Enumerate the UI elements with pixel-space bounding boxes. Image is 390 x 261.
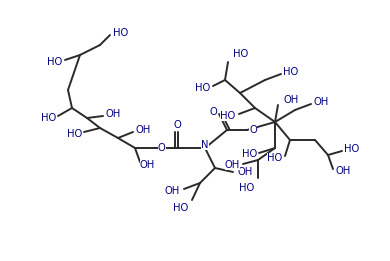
Text: HO: HO	[195, 83, 210, 93]
Text: HO: HO	[239, 183, 254, 193]
Text: HO: HO	[173, 203, 188, 213]
Text: HO: HO	[283, 67, 298, 77]
Text: HO: HO	[220, 111, 235, 121]
Text: HO: HO	[233, 49, 248, 59]
Text: OH: OH	[313, 97, 328, 107]
Text: OH: OH	[165, 186, 180, 196]
Text: O: O	[158, 143, 166, 153]
Text: OH: OH	[140, 160, 155, 170]
Text: HO: HO	[67, 129, 82, 139]
Text: OH: OH	[105, 109, 120, 119]
Text: HO: HO	[47, 57, 62, 67]
Text: HO: HO	[267, 153, 282, 163]
Text: O: O	[209, 107, 217, 117]
Text: O: O	[173, 120, 181, 130]
Text: OH: OH	[225, 160, 240, 170]
Text: HO: HO	[344, 144, 359, 154]
Text: OH: OH	[135, 125, 150, 135]
Text: HO: HO	[242, 149, 257, 159]
Text: OH: OH	[237, 167, 252, 177]
Text: N: N	[201, 140, 209, 150]
Text: OH: OH	[335, 166, 350, 176]
Text: O: O	[249, 125, 257, 135]
Text: OH: OH	[283, 95, 298, 105]
Text: HO: HO	[113, 28, 128, 38]
Text: HO: HO	[41, 113, 56, 123]
